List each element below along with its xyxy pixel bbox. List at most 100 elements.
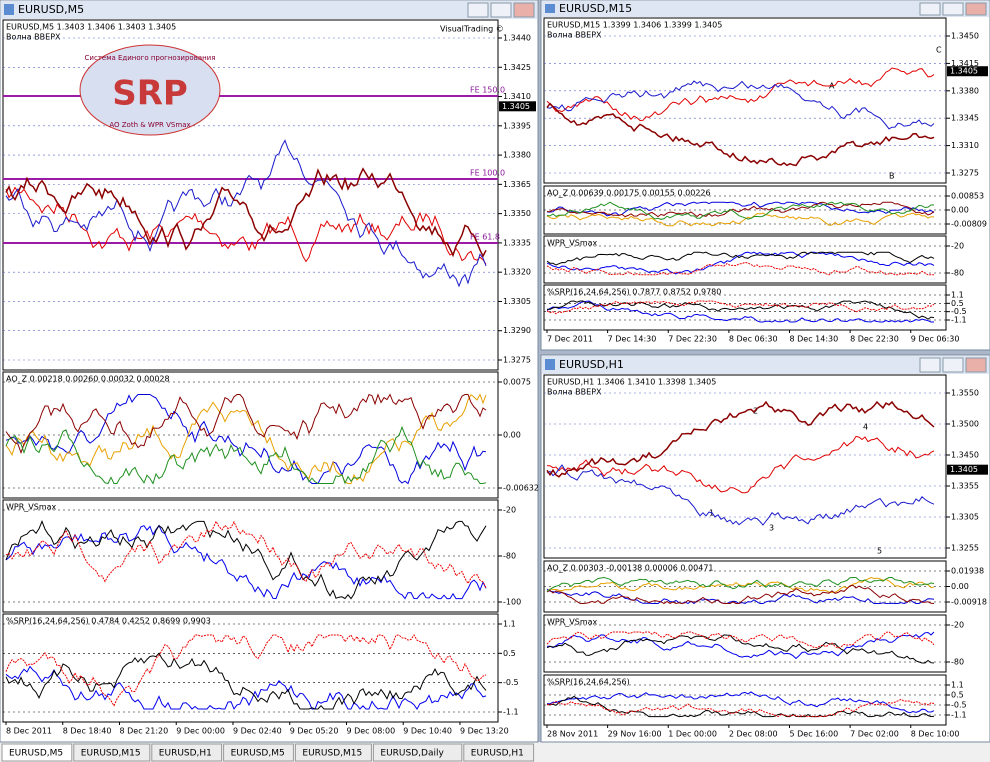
logo: SRP Система Единого прогнозирования AO Zot… [79,44,221,136]
time-label: 7 Dec 14:30 [608,335,657,344]
axis-label: -0.00632 [503,484,539,493]
axis-label: 1.3335 [503,238,531,247]
chart-window: EURUSD,M15 EURUSD,M15 1.3399 1.3406 1.339… [540,0,990,351]
indicator-trace [547,698,935,718]
axis-label: -80 [951,269,964,278]
axis-label: 1.3255 [951,544,979,553]
axis-label: -80 [503,552,516,561]
window-min-button[interactable] [467,2,489,18]
time-label: 9 Dec 02:40 [233,727,282,736]
pane-header: AO_Z 0.00303 -0.00138 0.00006 0.00471 [547,564,714,573]
tab[interactable] [463,743,535,762]
window-icon [545,4,555,13]
annotation: 4 [863,423,868,432]
tab[interactable] [372,743,463,762]
logo-title: SRP [112,74,188,114]
axis-label: -0.5 [951,701,967,710]
axis-label: 0.00 [503,431,521,440]
indicator-trace [546,212,935,227]
time-label: 1 Dec 00:00 [668,730,717,739]
axis-label: 0.5 [503,649,516,658]
time-label: 28 Nov 2011 [547,730,598,739]
time-label: 8 Dec 10:00 [911,730,960,739]
time-label: 29 Nov 16:00 [608,730,662,739]
pane-subheader: Волна BBEPX [6,33,61,42]
indicator-trace [5,139,487,288]
tab[interactable] [1,743,73,762]
time-label: 9 Dec 08:00 [346,727,395,736]
pane-header: EURUSD,H1 1.3406 1.3410 1.3398 1.3405 [547,378,716,387]
pane-header: WPR_VSmax [547,239,598,248]
pane-header: WPR_VSmax [6,503,57,512]
window-close-button[interactable] [965,357,987,373]
pane-header: AO_Z 0.00639 0.00175 0.00155 0.00226 [547,189,711,198]
indicator-trace [546,201,935,218]
window-min-button[interactable] [919,357,941,373]
current-price: 1.3405 [502,102,530,111]
indicator-trace [546,201,935,217]
window-title: EURUSD,M5 [18,3,84,16]
axis-label: 1.3380 [503,151,531,160]
axis-label: 1.3355 [951,482,979,491]
current-price-box [947,464,988,475]
annotation: C [936,46,942,55]
pane [543,235,947,284]
time-label: 8 Dec 21:20 [119,727,168,736]
indicator-trace [5,186,487,265]
tab[interactable] [151,743,223,762]
pane [543,284,947,331]
indicator-trace [546,251,935,266]
annotation: 3 [769,524,774,533]
axis-label: 1.1 [951,681,964,690]
axis-label: 1.3275 [503,356,531,365]
current-price-box [499,101,536,112]
axis-label: -0.00918 [951,598,987,607]
window-max-button[interactable] [942,357,964,373]
time-label: 8 Dec 14:30 [790,335,839,344]
indicator-trace [546,300,934,323]
window-close-button[interactable] [513,2,535,18]
axis-label: -20 [951,621,964,630]
annotation: FE 100.0 [470,169,505,178]
indicator-trace [5,393,487,455]
tab-label: EURUSD,M15 [81,749,141,759]
axis-label: -0.00809 [951,220,987,229]
indicator-trace [546,435,935,494]
annotation: 5 [877,547,882,556]
tab[interactable] [294,743,372,762]
indicator-trace [5,520,487,600]
tab-label: EURUSD,M5 [231,749,285,759]
time-label: 7 Dec 22:30 [668,335,717,344]
indicator-trace [5,634,487,707]
axis-label: 1.3305 [503,297,531,306]
tab[interactable] [73,743,151,762]
indicator-trace [546,400,935,478]
window-close-button[interactable] [965,2,987,16]
tab-label: EURUSD,M5 [9,749,63,759]
axis-label: -20 [951,242,964,251]
indicator-trace [546,67,935,122]
window-max-button[interactable] [490,2,512,18]
time-label: 9 Dec 13:20 [460,727,509,736]
indicator-trace [546,631,935,660]
indicator-trace [546,102,935,167]
indicator-trace [5,520,487,588]
axis-label: -100 [503,598,521,607]
tab-label: EURUSD,Daily [380,749,444,759]
time-label: 9 Dec 06:30 [911,335,960,344]
logo-badge [79,44,221,136]
tab[interactable] [223,743,294,762]
axis-label: 1.3410 [503,92,531,101]
time-label: 8 Dec 18:40 [63,727,112,736]
axis-label: -80 [951,658,964,667]
axis-label: -0.5 [503,678,519,687]
chart-window: EURUSD,H1 EURUSD,H1 1.3406 1.3410 1.3398 … [540,354,990,743]
axis-label: 1.3395 [503,121,531,130]
pane-subheader: Волна BBEPX [547,388,602,397]
window-max-button[interactable] [942,2,964,16]
pane [543,374,947,559]
axis-label: 1.1 [951,291,964,300]
window-min-button[interactable] [919,2,941,16]
time-label: 5 Dec 16:00 [790,730,839,739]
time-label: 8 Dec 22:30 [850,335,899,344]
